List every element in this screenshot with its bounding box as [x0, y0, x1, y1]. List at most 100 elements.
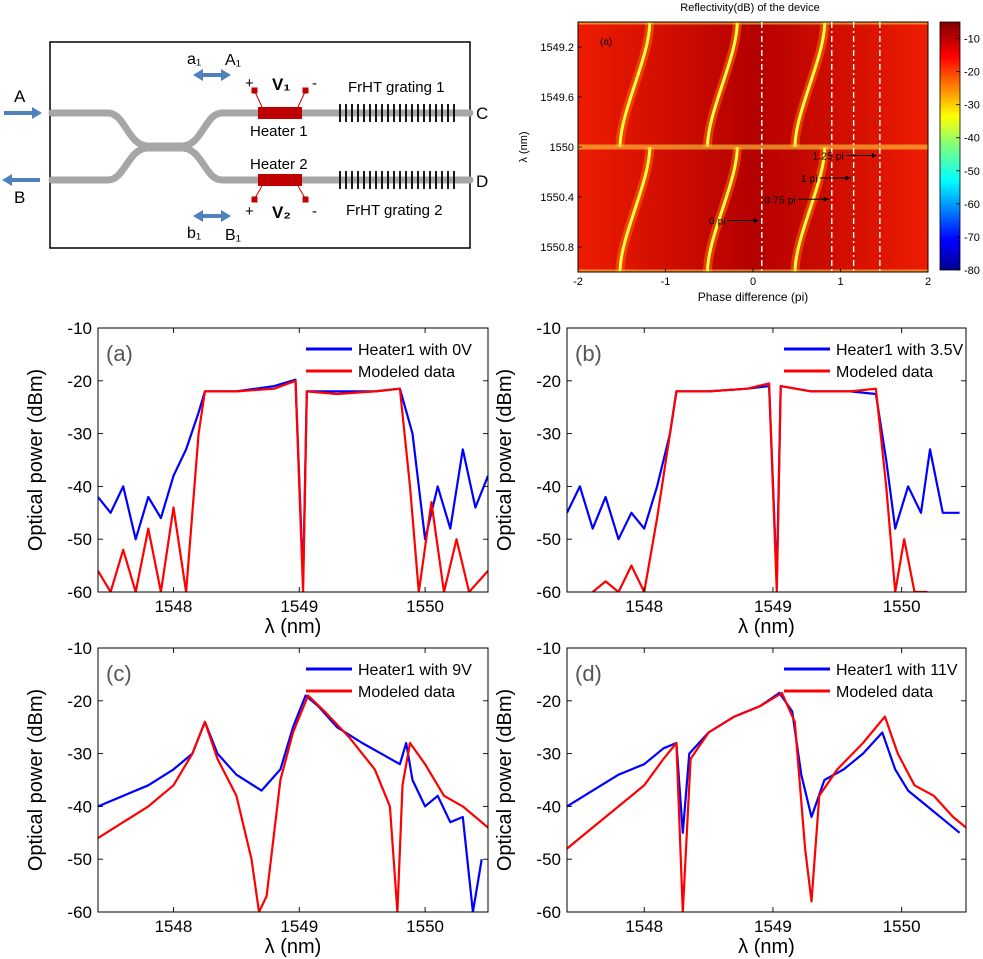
legend-label: Heater1 with 3.5V [836, 342, 964, 359]
xlabel: λ (nm) [265, 936, 322, 958]
heatmap-xtick-label: 0 [750, 276, 756, 288]
ytick-label: -40 [536, 797, 561, 816]
port-b-label: B [14, 188, 25, 207]
xtick-label: 1550 [406, 917, 444, 936]
ylabel: Optical power (dBm) [494, 369, 516, 551]
spectrum-panel-d: -10 -20 -30 -40 -50 -60 1548 1549 1550 λ (nm) Opti… [494, 639, 967, 958]
heatmap-ytick-label: 1549.2 [540, 42, 574, 54]
heatmap-axes: -2 -1 0 1 2 1549.2 1549.6 1550 1550.4 1550.8 [540, 42, 931, 288]
heater-leads [251, 87, 309, 203]
heater-1-element [258, 107, 302, 119]
panel-label: (d) [575, 661, 602, 686]
port-arrows [2, 69, 231, 222]
v2-label: V₂ [272, 203, 291, 222]
series-group [98, 378, 488, 592]
xtick-label: 1549 [754, 917, 792, 936]
ytick-label: -40 [67, 477, 92, 496]
heater-2-label: Heater 2 [250, 156, 308, 173]
ytick-label: -30 [67, 425, 92, 444]
xtick-label: 1548 [155, 597, 193, 616]
device-schematic: A B C D a₁ A₁ b₁ B₁ V₁ V₂ Heater 1 Heate… [2, 41, 488, 249]
minus-1-label: - [312, 75, 317, 92]
ytick-label: -20 [67, 372, 92, 391]
heatmap-band [706, 146, 739, 272]
grating-1-teeth [339, 104, 455, 122]
reflectivity-heatmap: Reflectivity(dB) of the device 1.25 pi 1 … [518, 2, 980, 304]
ytick-label: -50 [536, 530, 561, 549]
ytick-label: -20 [536, 692, 561, 711]
heatmap-xtick-label: -1 [661, 276, 671, 288]
heatmap-ytick-label: 1550.8 [540, 242, 574, 254]
legend-label: Modeled data [358, 364, 455, 381]
ytick-label: -40 [536, 477, 561, 496]
colorbar [939, 21, 961, 271]
colorbar-tick-label: -70 [964, 232, 980, 244]
heatmap-annotation: 0 pi [709, 216, 726, 228]
colorbar-tick-label: -20 [964, 67, 980, 79]
modeled-series-line [592, 382, 928, 592]
port-c-label: C [476, 104, 488, 123]
xtick-label: 1549 [280, 597, 318, 616]
xtick-label: 1548 [155, 917, 193, 936]
modeled-series-line [98, 379, 488, 592]
heater-2-element [258, 174, 302, 186]
heatmap-band [533, 22, 563, 147]
spectrum-panel-b: -10 -20 -30 -40 -50 -60 1548 1549 1550 λ (nm) Opti… [494, 319, 967, 638]
minus-2-label: - [312, 203, 317, 220]
ytick-label: -50 [67, 850, 92, 869]
ytick-label: -40 [67, 797, 92, 816]
ytick-label: -60 [536, 903, 561, 922]
heatmap-annotations: 1.25 pi 1 pi 0.75 pi 0 pi [709, 151, 877, 228]
legend-label: Modeled data [836, 364, 933, 381]
heatmap-band [793, 146, 827, 272]
label-a1-cap: A₁ [225, 52, 241, 69]
panel-label: (b) [575, 341, 602, 366]
arrowhead-icon [871, 153, 877, 158]
series-group [567, 382, 960, 592]
ytick-label: -10 [67, 319, 92, 338]
ylabel: Optical power (dBm) [494, 689, 516, 871]
heatmap-title: Reflectivity(dB) of the device [680, 2, 819, 14]
colorbar-tick-label: -80 [964, 265, 980, 277]
plot-area [567, 648, 966, 912]
ytick-label: -50 [67, 530, 92, 549]
series-group [98, 694, 488, 912]
heatmap-edge-band [578, 144, 928, 150]
heatmap-ytick-label: 1550.4 [540, 192, 574, 204]
heatmap-ytick-label: 1550 [550, 142, 574, 154]
heatmap-band [618, 22, 652, 148]
heatmap-ytick-label: 1549.6 [540, 92, 574, 104]
panel-label: (a) [106, 341, 133, 366]
spectrum-panel-c: -10 -20 -30 -40 -50 -60 1548 1549 1550 λ (nm) Opti… [25, 639, 489, 958]
arrowhead-icon [845, 175, 851, 181]
heatmap-ylabel: λ (nm) [518, 131, 530, 162]
ytick-label: -60 [536, 583, 561, 602]
plot-area [98, 648, 488, 912]
grating-2-teeth [339, 171, 455, 189]
xlabel: λ (nm) [738, 936, 795, 958]
plot-frame [97, 327, 489, 593]
ytick-label: -60 [67, 903, 92, 922]
colorbar-tick-label: -50 [964, 166, 980, 178]
spectrum-panel-a: -10 -20 -30 -40 -50 -60 1548 1549 1550 λ (nm) Opti… [25, 319, 489, 638]
heatmap-panel-label: (a) [600, 37, 612, 48]
ytick-label: -10 [67, 639, 92, 658]
xtick-label: 1550 [883, 917, 921, 936]
heatmap-xlabel: Phase difference (pi) [698, 290, 809, 304]
legend-label: Modeled data [358, 684, 455, 701]
grating-1-label: FrHT grating 1 [348, 79, 444, 96]
heatmap-xtick-label: 2 [925, 276, 931, 288]
heater-1-label: Heater 1 [250, 123, 308, 140]
ytick-label: -20 [536, 372, 561, 391]
heatmap-edge-band [578, 22, 928, 25]
legend-label: Modeled data [836, 684, 933, 701]
arrowhead-icon [823, 196, 829, 202]
heatmap-band [793, 22, 827, 148]
xtick-label: 1548 [625, 597, 663, 616]
port-d-label: D [476, 172, 488, 191]
schematic-frame [49, 41, 471, 249]
legend-label: Heater1 with 9V [358, 662, 472, 679]
plus-2-label: + [245, 203, 254, 220]
colorbar-tick-label: -30 [964, 100, 980, 112]
